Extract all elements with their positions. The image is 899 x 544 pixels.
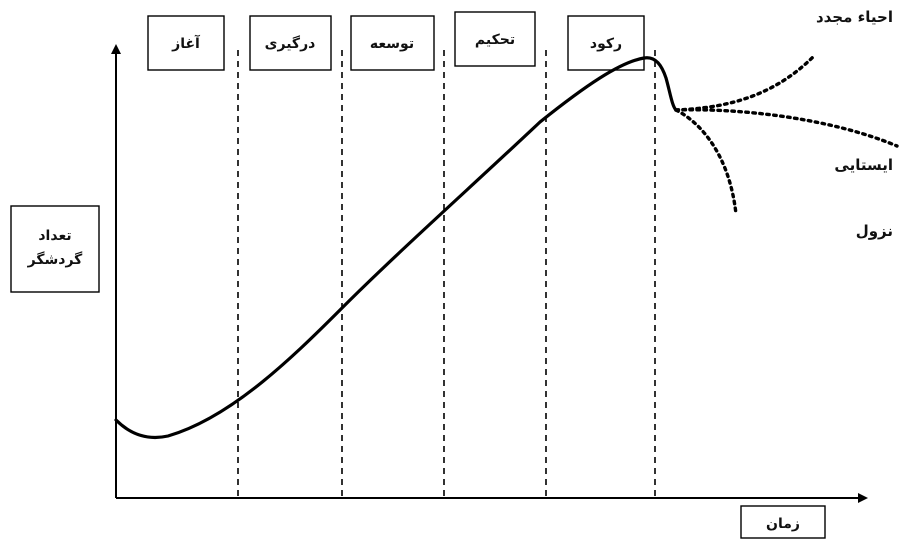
decline-branch	[674, 108, 738, 216]
outcome-label-decline: نزول	[856, 222, 893, 240]
stage-dividers	[237, 50, 656, 498]
stage-label-stagnation: رکود	[590, 36, 622, 52]
y-axis-label-line2: گردشگر	[27, 251, 84, 268]
stage-label-consolidation: تحکیم	[475, 32, 515, 48]
stage-label-development: توسعه	[370, 36, 414, 52]
stage-label-involvement: درگیری	[265, 35, 316, 52]
stage-label-exploration: آغاز	[171, 34, 201, 52]
stage-box-development: توسعه	[350, 15, 435, 71]
stage-box-consolidation: تحکیم	[454, 11, 536, 67]
stage-box-involvement: درگیری	[249, 15, 332, 71]
stage-box-exploration: آغاز	[147, 15, 225, 71]
x-axis-label-box: زمان	[740, 505, 826, 539]
outcome-label-stabilization: ایستایی	[834, 156, 893, 174]
outcome-label-rejuvenation: احیاء مجدد	[816, 8, 893, 26]
y-axis-label-box: تعداد گردشگر	[10, 205, 100, 293]
stabilization-branch	[674, 108, 899, 148]
y-axis-label-line1: تعداد	[38, 228, 71, 244]
life-cycle-curve	[114, 56, 678, 440]
rejuvenation-branch	[674, 54, 816, 112]
x-axis-label: زمان	[766, 516, 800, 532]
